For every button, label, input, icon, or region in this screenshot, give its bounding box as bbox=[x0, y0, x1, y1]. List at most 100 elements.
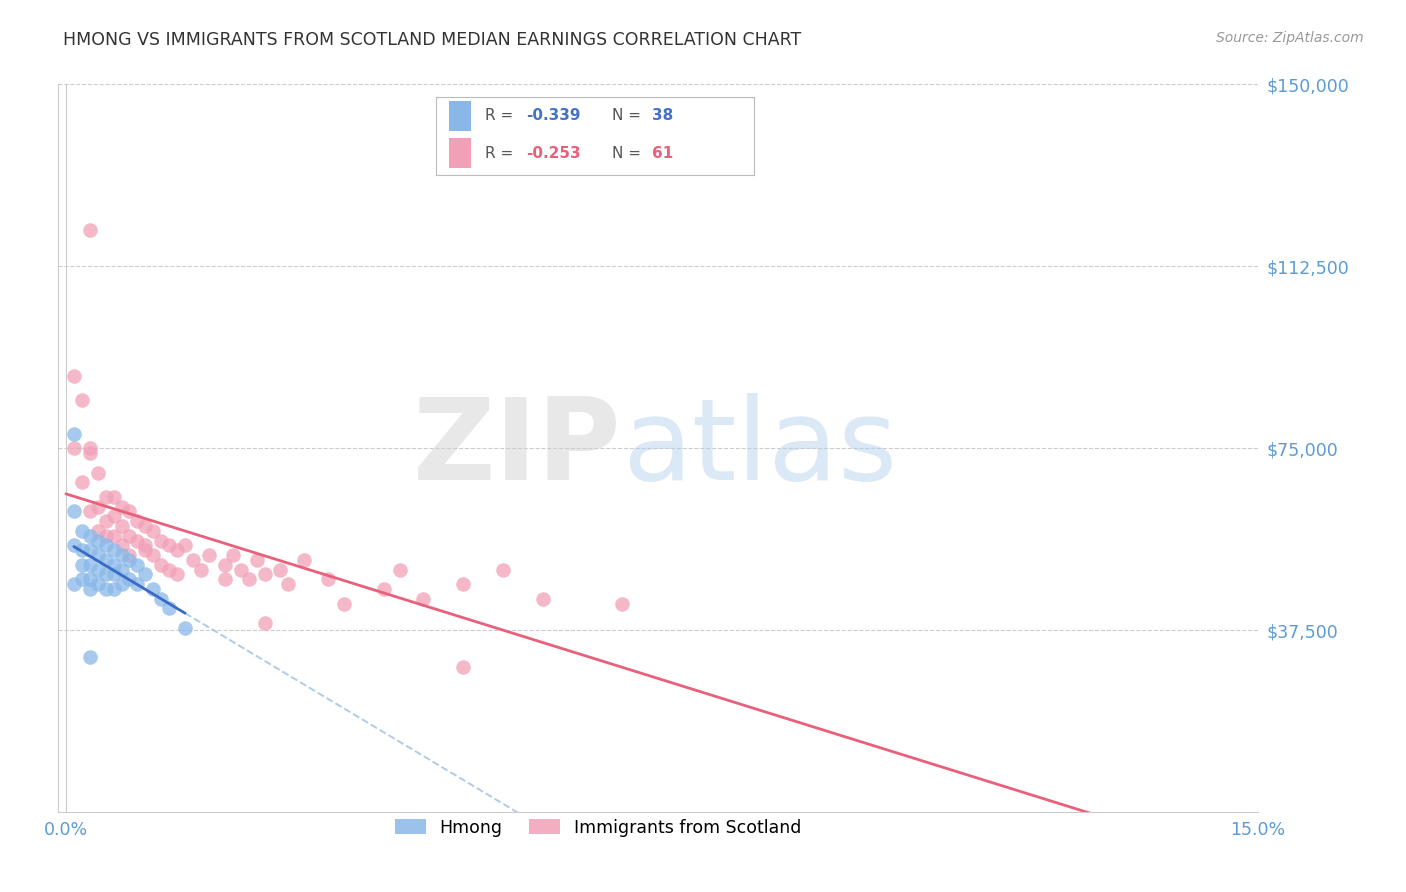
Point bbox=[166, 543, 188, 558]
Point bbox=[150, 533, 173, 548]
Point bbox=[451, 659, 474, 673]
Point bbox=[134, 538, 156, 552]
Point bbox=[134, 543, 156, 558]
Point bbox=[118, 504, 141, 518]
Point bbox=[229, 563, 252, 577]
Point bbox=[150, 558, 173, 572]
Point bbox=[214, 558, 236, 572]
Point bbox=[110, 519, 132, 533]
Point bbox=[118, 529, 141, 543]
Text: HMONG VS IMMIGRANTS FROM SCOTLAND MEDIAN EARNINGS CORRELATION CHART: HMONG VS IMMIGRANTS FROM SCOTLAND MEDIAN… bbox=[63, 31, 801, 49]
Point bbox=[531, 591, 554, 606]
Point bbox=[198, 548, 221, 562]
Point bbox=[70, 392, 93, 407]
Point bbox=[610, 597, 633, 611]
Point bbox=[181, 553, 204, 567]
Point bbox=[134, 519, 156, 533]
Point bbox=[103, 582, 125, 596]
Point bbox=[492, 563, 515, 577]
Point bbox=[86, 466, 108, 480]
Point bbox=[79, 558, 101, 572]
Point bbox=[103, 490, 125, 504]
Point bbox=[238, 572, 260, 586]
Point bbox=[118, 572, 141, 586]
Point bbox=[157, 601, 180, 615]
Point bbox=[79, 446, 101, 460]
Point bbox=[94, 538, 117, 552]
Point bbox=[412, 591, 434, 606]
Point bbox=[110, 500, 132, 514]
Point bbox=[246, 553, 269, 567]
Point bbox=[110, 577, 132, 591]
Point bbox=[70, 543, 93, 558]
Point bbox=[388, 563, 411, 577]
Text: atlas: atlas bbox=[621, 392, 897, 504]
Point bbox=[79, 582, 101, 596]
Point bbox=[316, 572, 339, 586]
Point bbox=[373, 582, 395, 596]
Point bbox=[118, 553, 141, 567]
Point bbox=[174, 621, 197, 635]
Point bbox=[94, 514, 117, 528]
Point bbox=[142, 582, 165, 596]
Point bbox=[214, 572, 236, 586]
Point bbox=[63, 504, 86, 518]
Point bbox=[253, 567, 276, 582]
Point bbox=[63, 577, 86, 591]
Point bbox=[103, 543, 125, 558]
Point bbox=[134, 567, 156, 582]
Point bbox=[127, 514, 149, 528]
Point bbox=[110, 538, 132, 552]
Point bbox=[103, 558, 125, 572]
Point bbox=[79, 572, 101, 586]
Point bbox=[79, 223, 101, 237]
Point bbox=[127, 558, 149, 572]
Point bbox=[127, 533, 149, 548]
Point bbox=[174, 538, 197, 552]
Point bbox=[157, 538, 180, 552]
Point bbox=[253, 615, 276, 630]
Point bbox=[86, 563, 108, 577]
Point bbox=[70, 524, 93, 538]
Point bbox=[142, 548, 165, 562]
Point bbox=[110, 563, 132, 577]
Point bbox=[127, 577, 149, 591]
Point bbox=[142, 524, 165, 538]
Point bbox=[70, 558, 93, 572]
Point bbox=[94, 567, 117, 582]
Point bbox=[63, 426, 86, 441]
Point bbox=[79, 504, 101, 518]
Point bbox=[94, 582, 117, 596]
Point bbox=[79, 543, 101, 558]
Point bbox=[269, 563, 291, 577]
Point bbox=[63, 368, 86, 383]
Point bbox=[94, 490, 117, 504]
Point bbox=[79, 650, 101, 665]
Point bbox=[94, 553, 117, 567]
Point bbox=[79, 529, 101, 543]
Text: ZIP: ZIP bbox=[413, 392, 621, 504]
Legend: Hmong, Immigrants from Scotland: Hmong, Immigrants from Scotland bbox=[388, 812, 808, 844]
Point bbox=[292, 553, 315, 567]
Point bbox=[70, 475, 93, 490]
Point bbox=[63, 538, 86, 552]
Point bbox=[103, 529, 125, 543]
Point bbox=[70, 572, 93, 586]
Point bbox=[86, 548, 108, 562]
Text: Source: ZipAtlas.com: Source: ZipAtlas.com bbox=[1216, 31, 1364, 45]
Point bbox=[157, 563, 180, 577]
Point bbox=[222, 548, 245, 562]
Point bbox=[103, 567, 125, 582]
Point bbox=[86, 577, 108, 591]
Point bbox=[103, 509, 125, 524]
Point bbox=[63, 442, 86, 456]
Point bbox=[166, 567, 188, 582]
Point bbox=[86, 524, 108, 538]
Point bbox=[150, 591, 173, 606]
Point bbox=[86, 500, 108, 514]
Point bbox=[110, 548, 132, 562]
Point bbox=[79, 442, 101, 456]
Point bbox=[118, 548, 141, 562]
Point bbox=[190, 563, 212, 577]
Point bbox=[94, 529, 117, 543]
